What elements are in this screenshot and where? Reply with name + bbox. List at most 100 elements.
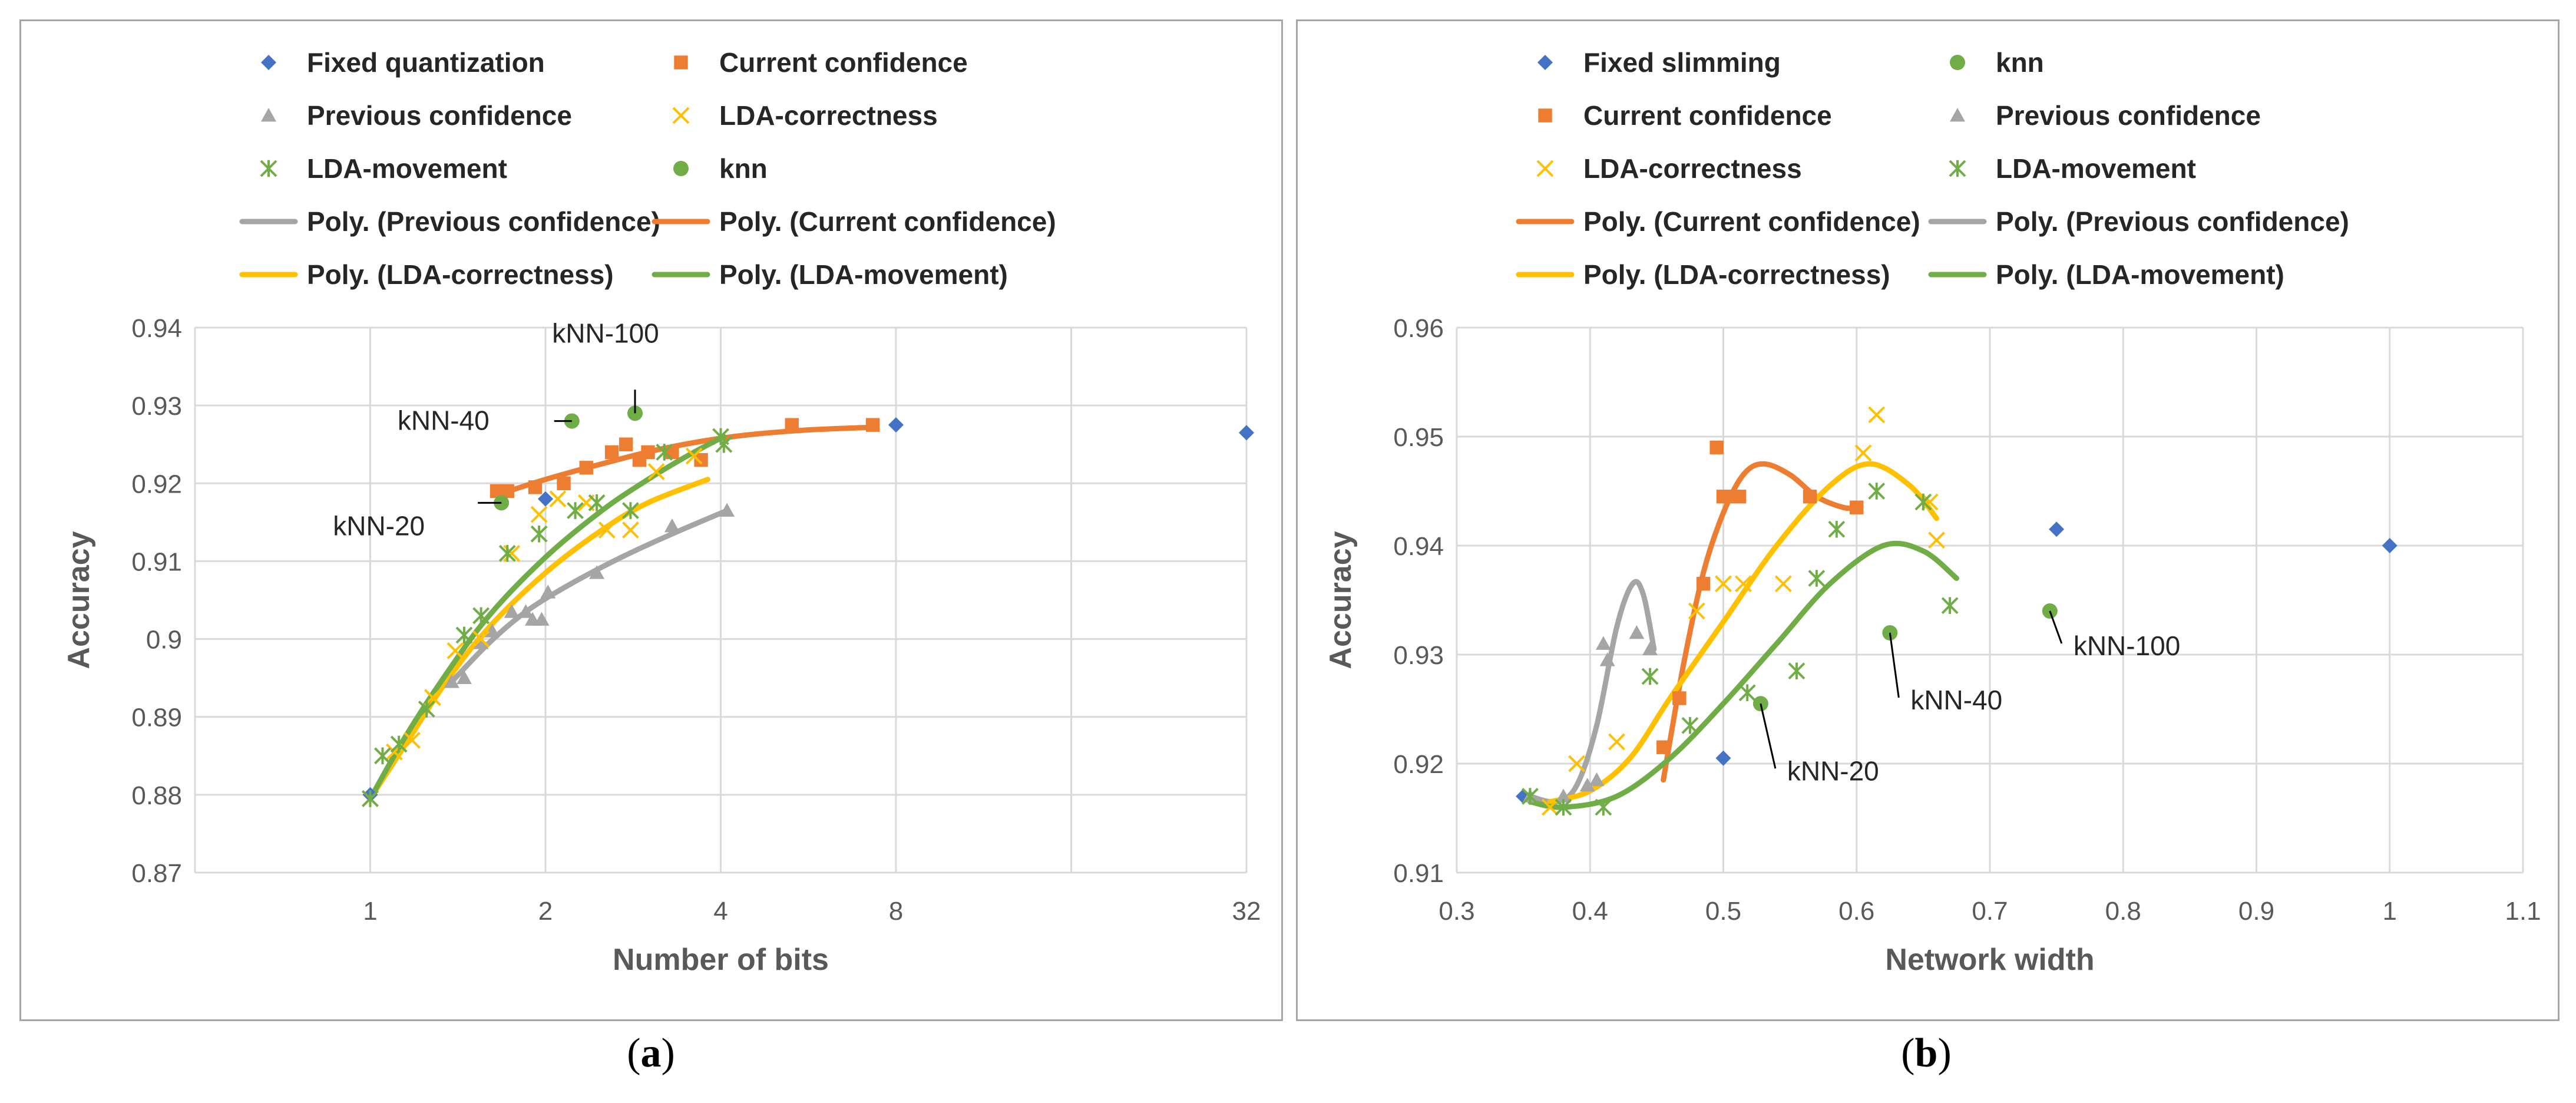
data-point bbox=[484, 623, 500, 638]
data-point bbox=[1629, 625, 1645, 639]
legend-label: knn bbox=[719, 153, 768, 184]
data-point bbox=[1928, 531, 1945, 549]
x-tick-label: 0.5 bbox=[1705, 897, 1741, 926]
trendline bbox=[449, 508, 730, 685]
legend-label: Current confidence bbox=[1583, 100, 1832, 131]
trendline bbox=[1547, 461, 1939, 805]
data-point bbox=[1774, 575, 1792, 593]
data-point bbox=[1541, 798, 1559, 816]
data-point bbox=[589, 565, 605, 579]
y-tick-label: 0.9 bbox=[146, 626, 182, 655]
data-point bbox=[557, 476, 571, 490]
data-point bbox=[490, 484, 504, 498]
legend-label: LDA-movement bbox=[307, 153, 507, 184]
data-point bbox=[1568, 755, 1586, 772]
data-point bbox=[2049, 521, 2065, 537]
data-point bbox=[656, 444, 673, 461]
legend-marker bbox=[674, 55, 688, 70]
legend-marker bbox=[1950, 55, 1965, 70]
x-tick-label: 1.1 bbox=[2505, 897, 2541, 926]
data-point bbox=[1788, 662, 1805, 680]
data-point bbox=[1239, 425, 1254, 441]
data-point bbox=[538, 491, 553, 507]
legend-label: Poly. (Previous confidence) bbox=[1996, 206, 2349, 237]
data-point bbox=[540, 584, 556, 599]
data-point bbox=[390, 735, 408, 753]
data-point bbox=[1850, 500, 1864, 514]
data-point bbox=[1715, 750, 1731, 766]
data-point bbox=[1589, 772, 1605, 787]
data-point bbox=[1599, 652, 1615, 666]
y-tick-label: 0.89 bbox=[131, 704, 182, 732]
x-tick-label: 0.7 bbox=[1972, 897, 2008, 926]
annotation-leader bbox=[2049, 610, 2063, 644]
data-point bbox=[1642, 641, 1658, 656]
data-point bbox=[685, 447, 703, 465]
legend-marker bbox=[673, 161, 689, 176]
legend-marker bbox=[1949, 160, 1966, 177]
data-point bbox=[1522, 788, 1539, 805]
y-axis-label: Accuracy bbox=[1324, 531, 1358, 669]
data-point bbox=[719, 503, 735, 517]
data-point bbox=[665, 445, 679, 460]
annotation-label: kNN-40 bbox=[398, 405, 490, 436]
data-point bbox=[598, 521, 616, 539]
y-tick-label: 0.95 bbox=[1393, 423, 1444, 452]
legend-label: Poly. (LDA-correctness) bbox=[307, 259, 614, 290]
x-axis-label: Number of bits bbox=[613, 943, 829, 977]
x-tick-label: 8 bbox=[889, 897, 903, 926]
trendline bbox=[1527, 579, 1657, 805]
legend-label: Poly. (LDA-movement) bbox=[1996, 259, 2284, 290]
chart-a-svg: Fixed quantization Current confidence Prev… bbox=[62, 47, 1261, 977]
data-point bbox=[619, 437, 633, 451]
data-point bbox=[621, 521, 639, 539]
legend-marker bbox=[1537, 55, 1553, 70]
data-point bbox=[1696, 577, 1711, 591]
data-point bbox=[418, 701, 435, 718]
y-tick-label: 0.91 bbox=[1393, 859, 1444, 888]
legend-label: Previous confidence bbox=[307, 100, 572, 131]
data-point bbox=[694, 453, 708, 467]
data-point bbox=[588, 494, 606, 511]
data-point bbox=[579, 461, 593, 475]
legend-marker bbox=[1536, 160, 1554, 177]
data-point bbox=[1854, 444, 1872, 462]
chart-b-svg: Fixed slimming knn Current confidence Previ… bbox=[1324, 47, 2541, 977]
data-point bbox=[455, 626, 473, 644]
y-tick-label: 0.94 bbox=[1393, 532, 1444, 561]
data-point bbox=[444, 674, 459, 688]
data-point bbox=[404, 731, 421, 749]
data-point bbox=[1921, 493, 1939, 511]
legend-label: Poly. (LDA-correctness) bbox=[1583, 259, 1890, 290]
data-point bbox=[1595, 636, 1611, 650]
y-tick-label: 0.92 bbox=[131, 470, 182, 498]
data-point bbox=[500, 484, 514, 498]
data-point bbox=[1914, 493, 1932, 511]
x-tick-label: 0.9 bbox=[2238, 897, 2274, 926]
data-point bbox=[1868, 406, 1886, 424]
data-point bbox=[374, 747, 391, 765]
data-point bbox=[1556, 788, 1571, 803]
data-point bbox=[647, 463, 665, 480]
data-point bbox=[530, 506, 548, 523]
data-point bbox=[865, 418, 880, 432]
annotation-label: kNN-40 bbox=[1910, 685, 2002, 715]
data-point bbox=[1688, 602, 1705, 620]
legend-label: LDA-correctness bbox=[719, 100, 938, 131]
x-tick-label: 32 bbox=[1232, 897, 1261, 926]
data-point bbox=[2382, 538, 2398, 553]
data-point bbox=[1555, 798, 1572, 816]
data-point bbox=[888, 417, 904, 433]
data-point bbox=[1672, 691, 1687, 705]
data-point bbox=[1579, 778, 1595, 792]
annotation-leader bbox=[1760, 703, 1777, 769]
data-point bbox=[567, 502, 584, 519]
legend-label: Poly. (Current confidence) bbox=[719, 206, 1056, 237]
data-point bbox=[504, 604, 520, 618]
legend-label: Poly. (Previous confidence) bbox=[307, 206, 660, 237]
data-point bbox=[530, 525, 548, 543]
data-point bbox=[715, 435, 733, 453]
data-point bbox=[1803, 490, 1817, 504]
data-point bbox=[1715, 575, 1732, 593]
chart-panel-b: Fixed slimming knn Current confidence Previ… bbox=[1296, 19, 2560, 1021]
